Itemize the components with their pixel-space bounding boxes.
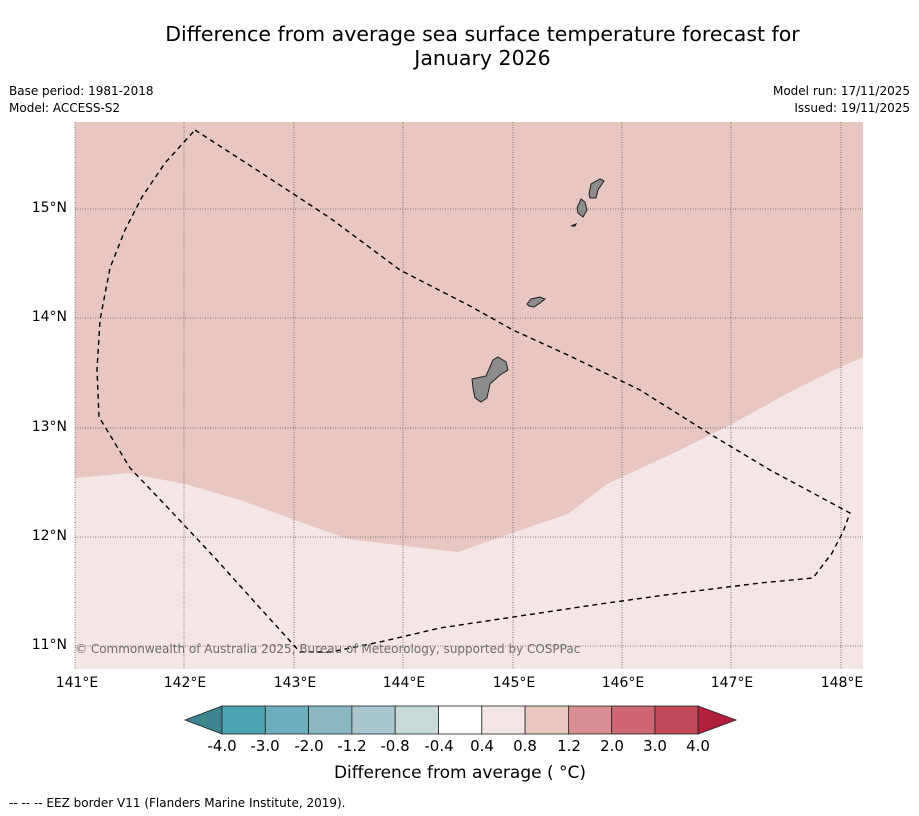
colorbar-bin-3 [308, 705, 353, 735]
base-period: Base period: 1981-2018 [9, 84, 154, 98]
lat-label-14n: 14°N [31, 309, 67, 325]
colorbar [183, 705, 738, 735]
lat-label-11n: 11°N [31, 637, 67, 653]
map-title: Difference from average sea surface temp… [110, 22, 855, 70]
lat-label-15n: 15°N [31, 200, 67, 216]
lon-label-148e: 148°E [820, 675, 864, 691]
colorbar-tick: -2.0 [294, 737, 324, 755]
colorbar-bin-10 [611, 705, 656, 735]
colorbar-tick: 1.2 [557, 737, 581, 755]
eez-legend: -- -- -- EEZ border V11 (Flanders Marine… [9, 796, 346, 810]
colorbar-bin-7 [481, 705, 526, 735]
colorbar-bin-4 [351, 705, 396, 735]
colorbar-over-arrow [697, 705, 738, 735]
colorbar-tick: 3.0 [643, 737, 667, 755]
island-saipan [588, 178, 605, 199]
colorbar-tick: 0.4 [470, 737, 494, 755]
island-guam [471, 356, 509, 403]
colorbar-bin-2 [264, 705, 309, 735]
colorbar-tick: 0.8 [513, 737, 537, 755]
model-name: Model: ACCESS-S2 [9, 101, 121, 115]
model-run-date: Model run: 17/11/2025 [772, 84, 910, 98]
colorbar-bin-9 [568, 705, 613, 735]
lon-label-141e: 141°E [55, 675, 99, 691]
run-info-right: Model run: 17/11/2025 Issued: 19/11/2025 [773, 83, 910, 117]
colorbar-bin-11 [654, 705, 699, 735]
lon-label-143e: 143°E [273, 675, 317, 691]
colorbar-bin-5 [394, 705, 439, 735]
lon-label-142e: 142°E [163, 675, 207, 691]
copyright-text: © Commonwealth of Australia 2025, Bureau… [75, 642, 580, 656]
title-line-1: Difference from average sea surface temp… [165, 22, 800, 46]
colorbar-tick: 2.0 [600, 737, 624, 755]
island-aguijan [570, 223, 578, 227]
colorbar-bin-6 [438, 705, 483, 735]
colorbar-tick: -0.4 [424, 737, 454, 755]
title-line-2: January 2026 [414, 46, 551, 70]
lon-label-146e: 146°E [601, 675, 645, 691]
land [471, 178, 605, 403]
island-tinian [576, 198, 588, 218]
lon-label-145e: 145°E [492, 675, 536, 691]
colorbar-title: Difference from average ( °C) [333, 763, 587, 783]
colorbar-tick: -0.8 [380, 737, 410, 755]
colorbar-tick: -4.0 [207, 737, 237, 755]
eez-border [96, 129, 851, 653]
issued-date: Issued: 19/11/2025 [794, 101, 910, 115]
gridlines [74, 122, 863, 669]
colorbar-bin-8 [524, 705, 569, 735]
lon-label-144e: 144°E [382, 675, 426, 691]
colorbar-tick: -1.2 [337, 737, 367, 755]
lat-label-13n: 13°N [31, 419, 67, 435]
colorbar-under-arrow [183, 705, 223, 735]
colorbar-bin-1 [221, 705, 266, 735]
lon-label-147e: 147°E [710, 675, 754, 691]
colorbar-tick: 4.0 [686, 737, 710, 755]
island-rota [526, 296, 546, 308]
colorbar-tick: -3.0 [250, 737, 280, 755]
anomaly-band-0-4-to-0-8 [75, 357, 863, 669]
run-info-left: Base period: 1981-2018 Model: ACCESS-S2 [9, 83, 154, 117]
lat-label-12n: 12°N [31, 528, 67, 544]
